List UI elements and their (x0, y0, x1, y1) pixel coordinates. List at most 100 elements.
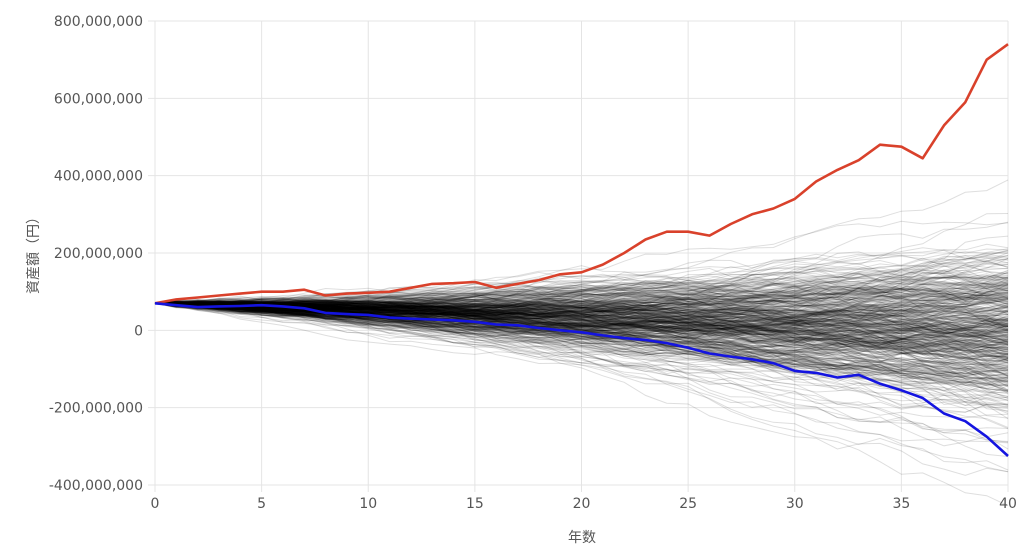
simulation-path (154, 302, 1009, 362)
simulation-path (154, 302, 1009, 376)
simulation-path (154, 302, 1009, 335)
simulation-path (154, 302, 1009, 360)
simulation-path (155, 271, 1009, 311)
simulation-path (154, 300, 1009, 391)
simulation-path (154, 279, 1009, 305)
simulation-path (154, 302, 1009, 382)
simulation-path (154, 252, 1009, 304)
simulation-path (154, 301, 1009, 327)
simulation-path (154, 213, 1009, 304)
simulation-path (154, 296, 1009, 322)
simulation-path (154, 302, 1009, 361)
simulation-path (154, 302, 1009, 356)
simulation-path (154, 302, 1009, 334)
simulation-path (154, 302, 1009, 332)
y-tick-label: 800,000,000 (54, 14, 143, 30)
simulation-path (154, 302, 1009, 413)
series-line (154, 302, 1009, 457)
y-tick-label: -200,000,000 (49, 401, 143, 417)
simulation-path (154, 300, 1009, 321)
simulation-path (154, 302, 1009, 359)
simulation-path (154, 302, 1009, 366)
simulation-path (154, 302, 1009, 336)
simulation-path (154, 293, 1009, 313)
simulation-path (154, 302, 1009, 371)
simulation-path (154, 269, 1009, 305)
simulation-path (154, 295, 1009, 326)
simulation-path (154, 294, 1009, 325)
simulation-path (154, 302, 1009, 347)
simulation-path (154, 299, 1009, 344)
simulation-path (154, 302, 1009, 346)
simulation-path (154, 302, 1009, 386)
simulation-path (154, 302, 1009, 345)
simulation-path (154, 272, 1009, 305)
simulation-path (154, 302, 1009, 340)
simulation-path (154, 302, 1009, 371)
simulation-path (154, 302, 1009, 386)
simulation-path (154, 302, 1009, 386)
simulation-path (154, 302, 1009, 378)
simulation-path (154, 302, 1009, 444)
simulation-path (154, 292, 1008, 323)
simulation-path (154, 256, 1009, 304)
simulation-path (154, 301, 1009, 344)
simulation-path (154, 302, 1009, 370)
simulation-path (154, 302, 1009, 344)
simulation-path (154, 301, 1009, 355)
simulation-path (154, 301, 1009, 324)
simulation-path (154, 302, 1009, 347)
simulation-path (154, 276, 1009, 320)
simulation-path (154, 302, 1009, 442)
simulation-path (154, 282, 1009, 317)
simulation-path (154, 302, 1009, 349)
x-axis-ticks: 0 5 10 15 20 25 30 35 40 (151, 485, 1017, 512)
simulation-path (154, 302, 1009, 374)
simulation-path (154, 294, 1009, 326)
simulation-path (154, 299, 1009, 334)
x-tick-label: 0 (151, 496, 160, 512)
simulation-path (154, 302, 1009, 371)
simulation-path (154, 297, 1009, 332)
simulation-path (154, 302, 1009, 392)
simulation-path (154, 302, 1009, 362)
simulation-path (154, 302, 1009, 331)
simulation-path (154, 286, 1009, 327)
simulation-path (154, 281, 1009, 306)
simulation-path (154, 280, 1009, 314)
simulation-path (154, 302, 1009, 391)
simulation-path (154, 274, 1009, 316)
simulation-path (154, 301, 1009, 341)
simulation-path (154, 301, 1009, 325)
simulation-path (154, 302, 1009, 340)
simulation-path (154, 302, 1009, 338)
simulation-path (154, 301, 1009, 353)
simulation-path (154, 283, 1009, 312)
simulation-path (154, 302, 1009, 338)
simulation-path (154, 299, 1009, 352)
simulation-path (154, 221, 1009, 305)
simulation-path (154, 299, 1009, 365)
simulation-path (154, 301, 1009, 334)
simulation-path (154, 282, 1009, 305)
simulation-path (154, 302, 1009, 381)
simulation-path (154, 302, 1009, 346)
simulation-path (154, 300, 1009, 330)
simulation-path (154, 294, 1009, 315)
y-tick-label: 200,000,000 (54, 246, 143, 262)
simulation-path (154, 235, 1009, 306)
simulation-path (154, 297, 1009, 336)
simulation-path (154, 298, 1009, 377)
simulation-path (154, 302, 1009, 339)
simulation-path (154, 279, 1009, 316)
simulation-path (154, 300, 1009, 317)
simulation-path (154, 286, 1009, 307)
x-axis-title: 年数 (568, 530, 596, 546)
simulation-path (154, 248, 1009, 304)
simulation-path (154, 291, 1009, 335)
simulation-path (154, 270, 1009, 307)
simulation-path (154, 302, 1009, 324)
simulation-path (154, 302, 1009, 336)
simulation-path (154, 302, 1009, 392)
